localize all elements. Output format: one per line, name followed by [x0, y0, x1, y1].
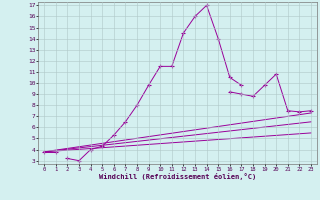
X-axis label: Windchill (Refroidissement éolien,°C): Windchill (Refroidissement éolien,°C)	[99, 173, 256, 180]
